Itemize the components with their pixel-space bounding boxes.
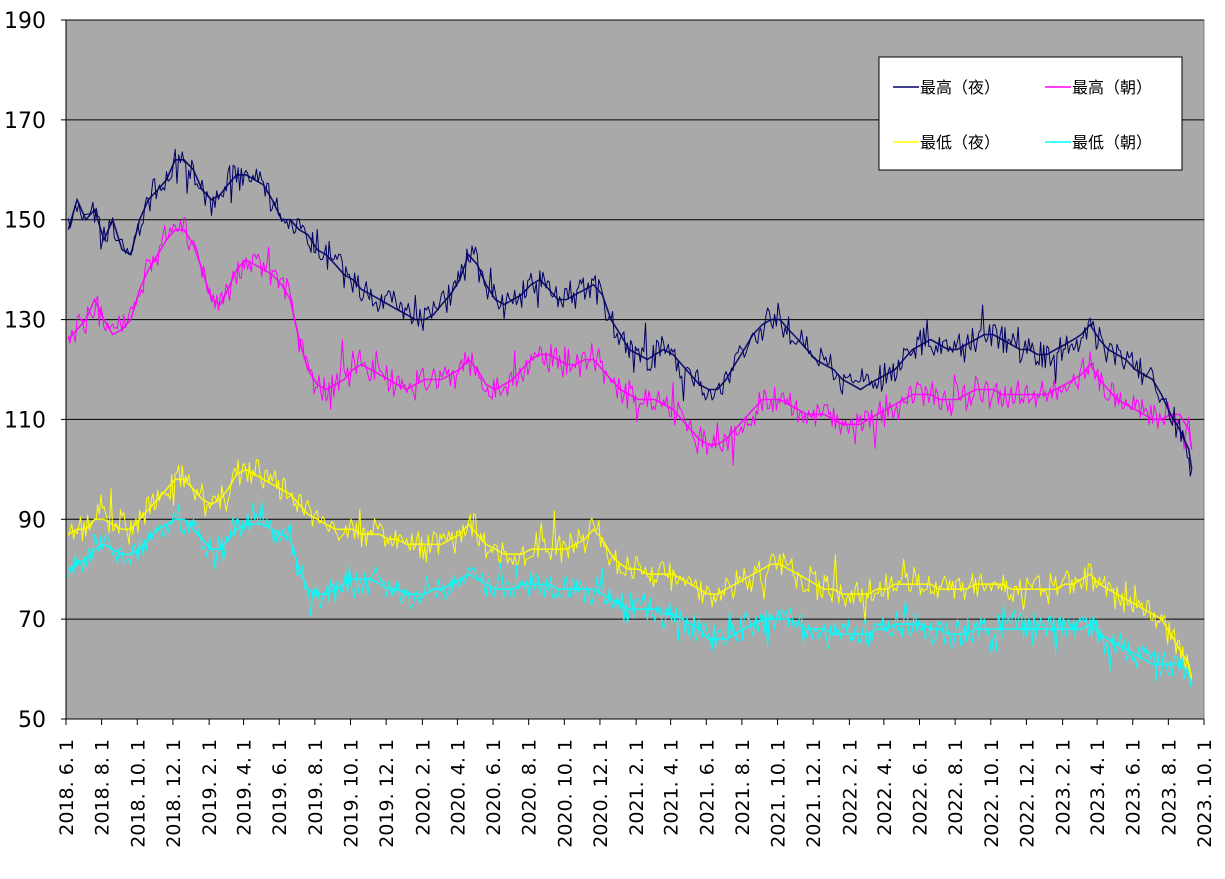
x-tick-label: 2019. 10. 1	[341, 739, 363, 848]
x-tick-label: 2021. 4. 1	[661, 739, 683, 836]
series-line-daily	[67, 499, 1193, 687]
y-tick-label: 130	[4, 309, 46, 334]
x-tick-label: 2023. 8. 1	[1158, 739, 1180, 836]
x-tick-label: 2022. 12. 1	[1016, 739, 1038, 848]
x-tick-label: 2021. 10. 1	[768, 739, 790, 848]
x-tick-label: 2020. 6. 1	[483, 739, 505, 836]
series-line	[67, 468, 1193, 680]
x-tick-label: 2021. 6. 1	[696, 739, 718, 836]
legend: 最高（夜） 最高（朝） 最低（夜） 最低（朝）	[878, 56, 1183, 171]
x-tick-label: 2023. 4. 1	[1087, 739, 1109, 836]
x-tick-label: 2022. 8. 1	[945, 739, 967, 836]
legend-label: 最高（夜）	[920, 78, 1000, 97]
x-tick-label: 2021. 8. 1	[732, 739, 754, 836]
x-tick-label: 2018. 8. 1	[92, 739, 114, 836]
series-line	[67, 518, 1193, 685]
y-tick-label: 90	[18, 508, 46, 533]
x-tick-label: 2018. 10. 1	[127, 739, 149, 848]
x-tick-label: 2021. 2. 1	[626, 739, 648, 836]
y-tick-label: 50	[18, 708, 46, 733]
x-tick-label: 2020. 4. 1	[447, 739, 469, 836]
x-tick-label: 2018. 12. 1	[163, 739, 185, 848]
y-tick-label: 170	[4, 109, 46, 134]
x-tick-label: 2022. 6. 1	[910, 739, 932, 836]
x-tick-label: 2019. 4. 1	[234, 739, 256, 836]
legend-label: 最高（朝）	[1072, 78, 1152, 97]
x-tick-label: 2023. 2. 1	[1053, 739, 1075, 836]
y-tick-label: 70	[18, 608, 46, 633]
x-tick-label: 2019. 8. 1	[305, 739, 327, 836]
y-axis: 50 70 90 110 130 150 170 190	[4, 9, 67, 733]
x-tick-label: 2022. 2. 1	[839, 739, 861, 836]
x-tick-label: 2023. 6. 1	[1123, 739, 1145, 836]
x-axis: 2018. 6. 1 2018. 8. 1 2018. 10. 1 2018. 12.…	[56, 718, 1216, 848]
x-tick-label: 2018. 6. 1	[56, 739, 78, 836]
series-line-daily	[67, 148, 1193, 477]
series-line	[67, 159, 1193, 470]
x-tick-label: 2020. 2. 1	[412, 739, 434, 836]
x-tick-label: 2020. 12. 1	[590, 739, 612, 848]
x-tick-label: 2019. 12. 1	[376, 739, 398, 848]
series-layer	[67, 148, 1193, 687]
x-tick-label: 2022. 10. 1	[981, 739, 1003, 848]
legend-label: 最低（朝）	[1072, 133, 1152, 152]
y-tick-label: 150	[4, 209, 46, 234]
x-tick-label: 2023. 10. 1	[1194, 739, 1216, 848]
x-tick-label: 2020. 8. 1	[519, 739, 541, 836]
x-tick-label: 2022. 4. 1	[874, 739, 896, 836]
y-tick-label: 190	[4, 9, 46, 34]
legend-label: 最低（夜）	[920, 133, 1000, 152]
y-tick-label: 110	[4, 408, 46, 433]
x-tick-label: 2019. 6. 1	[269, 739, 291, 836]
x-tick-label: 2020. 10. 1	[554, 739, 576, 848]
x-tick-label: 2021. 12. 1	[803, 739, 825, 848]
legend-box	[878, 56, 1183, 171]
x-tick-label: 2019. 2. 1	[199, 739, 221, 836]
series-line	[67, 228, 1193, 450]
